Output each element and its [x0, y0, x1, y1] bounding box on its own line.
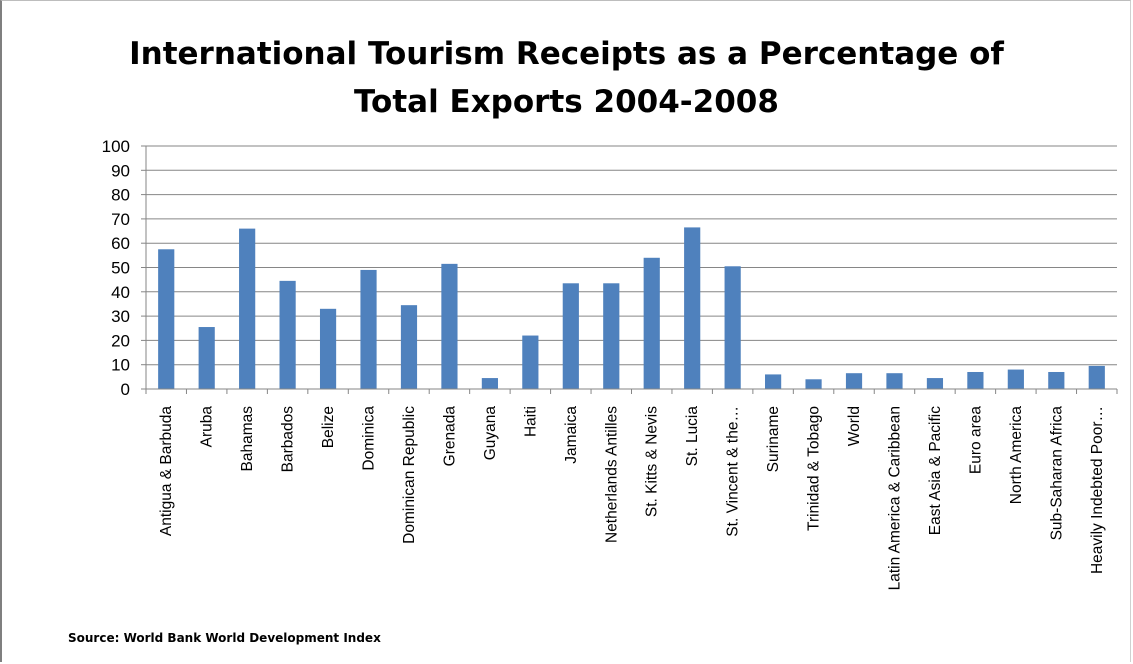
x-tick-label: Grenada — [441, 406, 458, 467]
bar — [158, 249, 175, 389]
x-tick-label: Sub-Saharan Africa — [1048, 406, 1065, 541]
chart-title: International Tourism Receipts as a Perc… — [40, 30, 1093, 126]
bar — [643, 257, 660, 389]
x-tick-label: Antigua & Barbuda — [158, 406, 175, 537]
y-tick-label: 40 — [111, 283, 130, 302]
bar — [279, 280, 296, 389]
gridlines — [146, 145, 1117, 366]
bar — [319, 308, 337, 389]
x-tick-label: World — [846, 406, 863, 446]
bar — [441, 263, 458, 389]
x-tick-label: Bahamas — [239, 406, 256, 472]
bar — [198, 327, 215, 389]
source-note: Source: World Bank World Development Ind… — [68, 631, 381, 645]
y-tick-label: 80 — [111, 186, 130, 205]
x-tick-label: Netherlands Antilles — [603, 406, 620, 543]
x-tick-label: Aruba — [199, 406, 216, 448]
x-tick-label: Suriname — [765, 406, 782, 472]
bar — [724, 266, 741, 389]
bar — [603, 283, 620, 389]
x-tick-labels: Antigua & Barbuda Aruba Bahamas Barbados Bel… — [158, 406, 1106, 591]
y-tick-label: 100 — [102, 137, 130, 156]
x-tick-label: Euro area — [967, 406, 984, 474]
x-tick-label: St. Vincent & the… — [725, 406, 742, 537]
bar — [360, 269, 377, 389]
bar — [886, 373, 903, 389]
x-tick-label: Latin America & Caribbean — [886, 406, 903, 590]
bar — [1048, 371, 1065, 389]
x-tick-label: Guyana — [482, 406, 499, 461]
x-tick-label: Dominica — [361, 406, 378, 471]
y-tick-labels: 0 10 20 30 40 50 60 70 80 90 100 — [102, 137, 130, 399]
bar — [845, 373, 863, 389]
bar — [967, 371, 984, 389]
bar — [1088, 365, 1105, 389]
x-tick-label: Trinidad & Tobago — [806, 406, 823, 531]
bars — [158, 227, 1105, 389]
x-tick-label: East Asia & Pacific — [927, 406, 944, 535]
y-tick-label: 50 — [111, 259, 130, 278]
y-tick-label: 10 — [111, 356, 130, 375]
x-tick-label: Belize — [320, 406, 337, 448]
bar — [481, 378, 498, 389]
x-tick-label: North America — [1008, 406, 1025, 505]
x-tick-label: Haiti — [522, 406, 539, 437]
bar — [926, 378, 944, 389]
chart-title-line-1: International Tourism Receipts as a Perc… — [129, 36, 1004, 72]
bar — [1007, 369, 1024, 389]
y-tick-label: 20 — [111, 331, 130, 350]
y-tick-label: 90 — [111, 161, 130, 180]
y-tick-label: 0 — [121, 380, 130, 399]
bar — [239, 228, 256, 389]
chart-title-line-2: Total Exports 2004-2008 — [354, 84, 779, 120]
bar — [765, 374, 782, 389]
x-tick-label: Heavily Indebted Poor… — [1089, 406, 1106, 574]
x-tick-label: Barbados — [280, 406, 297, 473]
bar — [522, 335, 539, 389]
x-tick-label: St. Lucia — [684, 406, 701, 467]
y-tick-label: 60 — [111, 234, 130, 253]
axes — [141, 145, 1118, 394]
bar — [805, 379, 822, 389]
bar — [562, 283, 579, 389]
x-tick-label: Jamaica — [563, 406, 580, 464]
y-tick-label: 70 — [111, 210, 130, 229]
y-tick-label: 30 — [111, 307, 130, 326]
x-tick-label: Dominican Republic — [401, 406, 418, 544]
x-tick-label: St. Kitts & Nevis — [644, 406, 661, 517]
bar — [400, 305, 418, 389]
bar — [684, 227, 701, 389]
